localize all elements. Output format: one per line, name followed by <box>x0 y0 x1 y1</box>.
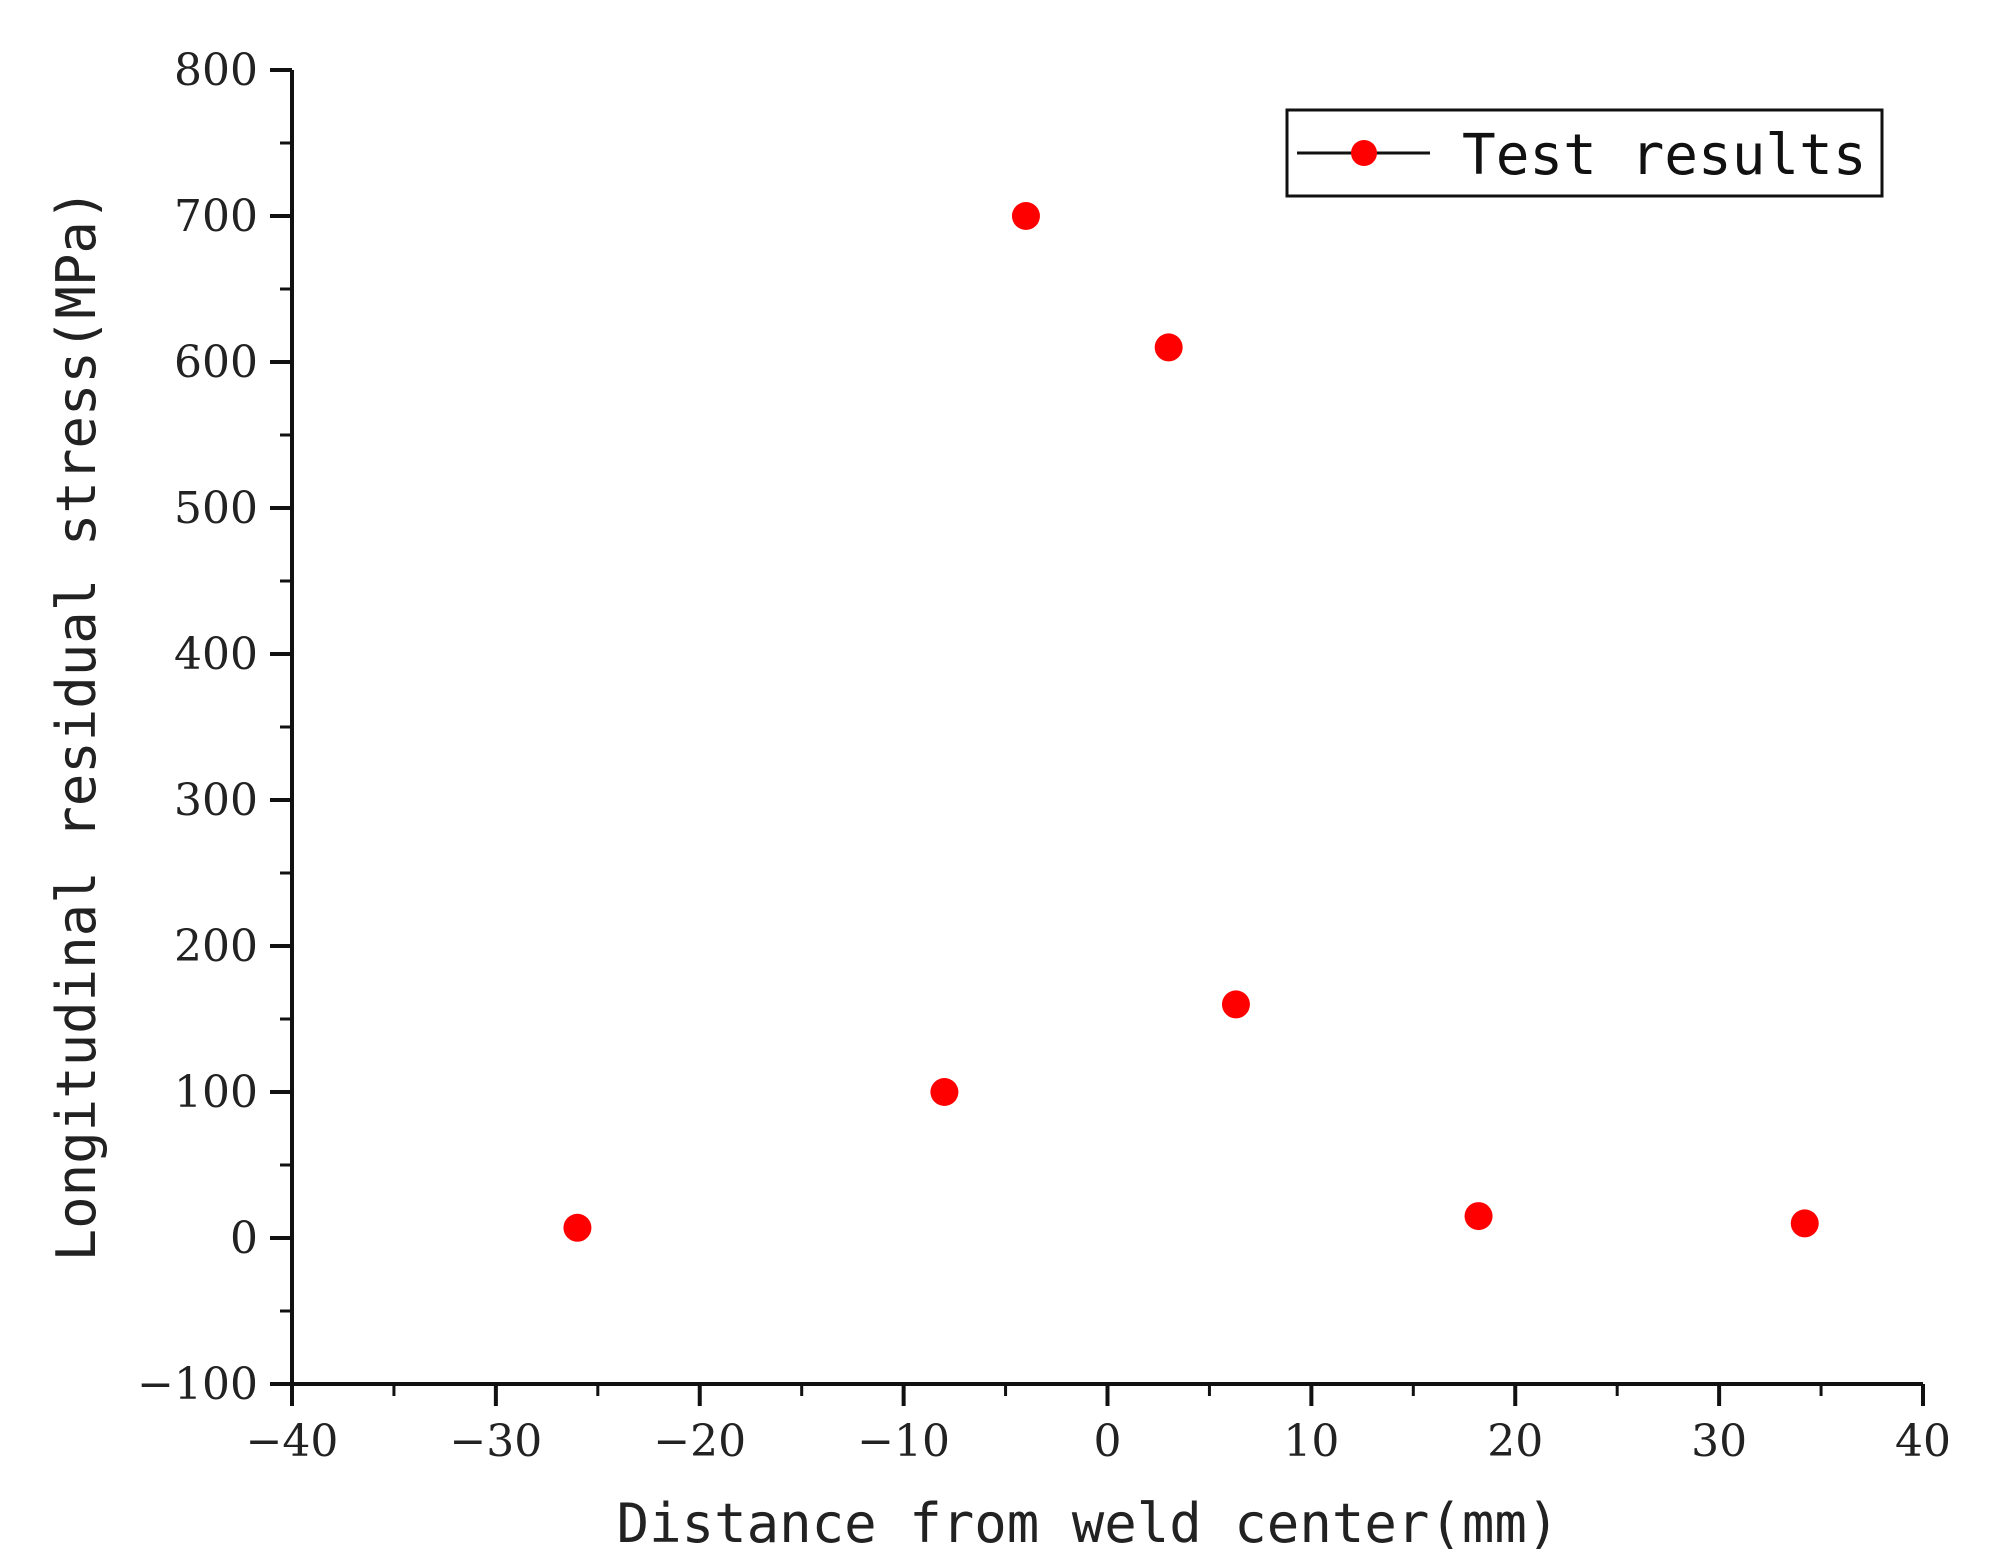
x-tick-label: 10 <box>1283 1416 1339 1467</box>
y-tick-label: 200 <box>174 921 258 972</box>
x-tick-label: 0 <box>1094 1416 1122 1467</box>
y-tick-label: 0 <box>230 1213 258 1264</box>
y-axis-title: Longitudinal residual stress(MPa) <box>45 189 108 1262</box>
data-point <box>563 1213 592 1242</box>
x-tick-label: 30 <box>1691 1416 1747 1467</box>
y-tick-label: 800 <box>174 45 258 96</box>
y-tick-label: 400 <box>174 629 258 680</box>
data-points <box>563 202 1819 1242</box>
x-tick-label: −30 <box>449 1416 542 1467</box>
data-point <box>1154 333 1183 362</box>
x-tick-label: −40 <box>246 1416 339 1467</box>
legend-label: Test results <box>1462 123 1867 188</box>
legend-box <box>1285 108 1884 198</box>
data-point <box>1464 1202 1493 1231</box>
x-axis-title: Distance from weld center(mm) <box>617 1492 1560 1555</box>
y-tick-labels: −100 0 100 200 300 400 500 600 700 800 <box>137 45 258 1410</box>
y-tick-label: 300 <box>174 775 258 826</box>
y-tick-label: 600 <box>174 337 258 388</box>
x-tick-label: 20 <box>1487 1416 1543 1467</box>
x-tick-label: −10 <box>857 1416 950 1467</box>
data-point <box>930 1078 959 1106</box>
legend-marker <box>1351 140 1377 166</box>
y-tick-label: 500 <box>174 483 258 534</box>
data-point <box>1790 1209 1819 1238</box>
data-point <box>1011 202 1040 230</box>
x-tick-labels: −40 −30 −20 −10 0 10 20 30 40 <box>246 1416 1951 1467</box>
y-tick-label: 100 <box>174 1067 258 1118</box>
x-tick-label: −20 <box>653 1416 746 1467</box>
x-tick-label: 40 <box>1895 1416 1951 1467</box>
legend: Test results <box>1285 108 1884 198</box>
y-tick-label: 700 <box>174 191 258 242</box>
data-point <box>1221 990 1250 1019</box>
y-tick-label: −100 <box>137 1359 258 1410</box>
